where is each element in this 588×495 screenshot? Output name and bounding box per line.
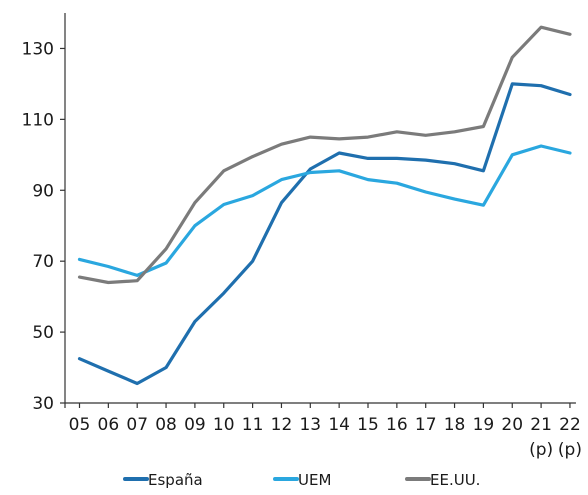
legend-label: España — [148, 471, 203, 489]
legend-label: EE.UU. — [430, 471, 480, 489]
y-axis-ticks: 30 50 70 90 110 130 — [22, 39, 65, 414]
y-tick-label: 130 — [22, 39, 54, 59]
x-tick-label: 12 — [271, 415, 293, 435]
x-tick-sublabel: (p) — [558, 440, 582, 460]
x-tick-label: 09 — [184, 415, 206, 435]
x-tick-label: 14 — [328, 415, 350, 435]
series-lines — [77, 25, 572, 386]
y-tick-label: 50 — [32, 323, 54, 343]
x-tick-label: 20 — [501, 415, 523, 435]
series-line-uem — [77, 144, 572, 277]
x-tick-label: 19 — [473, 415, 495, 435]
x-tick-label: 15 — [357, 415, 379, 435]
axes — [64, 13, 576, 408]
x-tick-label: 18 — [444, 415, 466, 435]
x-tick-label: 11 — [242, 415, 264, 435]
x-tick-label: 05 — [69, 415, 91, 435]
legend-label: UEM — [298, 471, 331, 489]
x-tick-label: 07 — [126, 415, 148, 435]
y-tick-label: 110 — [22, 110, 54, 130]
x-tick-label: 16 — [386, 415, 408, 435]
x-tick-label: 06 — [98, 415, 120, 435]
x-tick-label: 13 — [299, 415, 321, 435]
x-tick-sublabel: (p) — [529, 440, 553, 460]
y-tick-label: 90 — [32, 181, 54, 201]
x-tick-label: 22 — [559, 415, 581, 435]
legend: España UEM EE.UU. — [123, 471, 480, 489]
y-tick-label: 30 — [32, 394, 54, 414]
series-line-ee-uu- — [77, 25, 572, 285]
x-tick-label: 10 — [213, 415, 235, 435]
y-tick-label: 70 — [32, 252, 54, 272]
x-tick-label: 21 — [530, 415, 552, 435]
x-axis-ticks: 05 06 07 08 09 10 11 12 13 14 15 16 17 18 19 20 21 (p) 22 (… — [69, 403, 582, 460]
series-line-españa — [77, 82, 572, 386]
x-tick-label: 08 — [155, 415, 177, 435]
x-tick-label: 17 — [415, 415, 437, 435]
